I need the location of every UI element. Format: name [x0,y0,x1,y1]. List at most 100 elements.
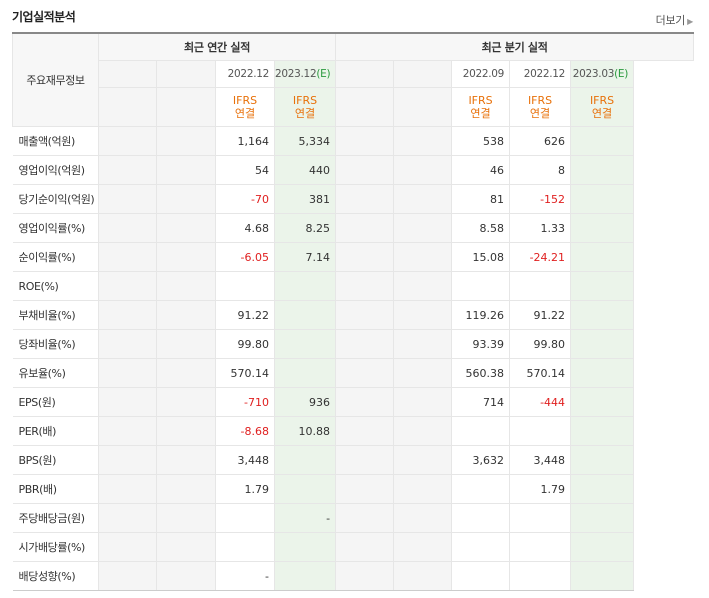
quarter-value-cell [335,329,395,359]
ifrs-cell: IFRS 연결 [509,87,572,127]
annual-value-cell: 936 [273,387,337,417]
financial-table: 주요재무정보 최근 연간 실적 최근 분기 실적 2022.12 2023.12(… [12,32,695,591]
ifrs-label: IFRS [232,94,258,107]
quarter-value-cell: 119.26 [451,300,511,330]
annual-value-cell [273,271,337,301]
quarter-value-cell [570,358,635,388]
quarter-value-cell: 46 [451,155,511,185]
annual-value-cell [156,445,216,475]
quarter-value-cell [335,213,395,243]
consolidated-label: 연결 [234,107,256,120]
annual-date-header [156,60,216,88]
table-row: PER(배) -8.68 10.88 [12,416,694,446]
quarter-value-cell [335,242,395,272]
quarter-value-cell [570,387,635,417]
quarter-value-cell [570,155,635,185]
quarter-date-header: 2022.09 [451,60,511,88]
ifrs-label: IFRS [468,94,493,107]
quarter-value-cell [570,184,635,214]
quarter-value-cell [393,126,453,156]
date-label: 2023.03 [572,68,615,80]
annual-value-cell: 1,164 [215,126,275,156]
annual-value-cell [215,503,275,533]
quarter-value-cell [570,126,635,156]
quarter-value-cell [451,416,511,446]
quarter-value-cell [393,445,453,475]
quarter-value-cell [393,329,453,359]
ifrs-cell [335,87,395,127]
consolidated-label: 연결 [591,107,613,120]
estimate-mark: (E) [614,68,629,80]
row-label: 영업이익(억원) [12,155,99,185]
quarter-value-cell [393,242,453,272]
annual-value-cell: 381 [273,184,337,214]
annual-value-cell: -70 [215,184,275,214]
annual-value-cell: -710 [215,387,275,417]
table-row: 당좌비율(%) 99.80 93.39 99.80 [12,329,694,359]
annual-value-cell: 440 [273,155,337,185]
annual-value-cell [156,561,216,591]
corner-header: 주요재무정보 [12,32,99,127]
annual-date-header [98,60,157,88]
quarter-value-cell [570,329,635,359]
row-label: BPS(원) [12,445,99,475]
quarter-value-cell [335,271,395,301]
annual-value-cell [156,213,216,243]
quarter-value-cell [509,561,572,591]
quarter-value-cell [393,300,453,330]
quarter-value-cell: -152 [509,184,572,214]
consolidated-label: 연결 [294,107,316,120]
table-row: 매출액(억원) 1,164 5,334 538 626 [12,126,694,156]
more-link[interactable]: 더보기 ▶ [656,12,694,28]
annual-value-cell [98,503,157,533]
section-title: 기업실적분석 [12,10,76,24]
quarter-value-cell [335,126,395,156]
annual-value-cell [273,474,337,504]
annual-value-cell: 7.14 [273,242,337,272]
ifrs-cell [156,87,216,127]
ifrs-cell [393,87,453,127]
table-row: 유보율(%) 570.14 560.38 570.14 [12,358,694,388]
annual-value-cell: 570.14 [215,358,275,388]
quarter-value-cell [393,184,453,214]
quarter-value-cell [335,416,395,446]
date-label: 2022.09 [462,68,505,80]
quarter-value-cell [393,387,453,417]
consolidated-label: 연결 [470,107,491,120]
quarter-value-cell [509,532,572,562]
quarter-value-cell [335,387,395,417]
date-label: 2023.12 [275,68,317,80]
annual-value-cell [273,300,337,330]
quarter-value-cell [335,532,395,562]
row-label: 당기순이익(억원) [12,184,99,214]
annual-value-cell [156,126,216,156]
quarter-value-cell [393,358,453,388]
annual-value-cell [273,445,337,475]
quarter-value-cell [393,271,453,301]
annual-value-cell [215,532,275,562]
annual-value-cell [156,387,216,417]
row-label: 배당성향(%) [12,561,99,591]
annual-value-cell [156,503,216,533]
annual-value-cell: 99.80 [215,329,275,359]
ifrs-cell: IFRS 연결 [570,87,635,127]
table-row: 시가배당률(%) [12,532,694,562]
annual-value-cell [98,445,157,475]
annual-value-cell: -6.05 [215,242,275,272]
ifrs-cell: IFRS 연결 [215,87,275,127]
quarter-value-cell: 3,448 [509,445,572,475]
quarter-value-cell: 1.33 [509,213,572,243]
annual-value-cell: 10.88 [273,416,337,446]
annual-value-cell [98,329,157,359]
annual-value-cell: 54 [215,155,275,185]
date-label: 2022.12 [523,68,566,80]
quarter-date-header: 2022.12 [509,60,572,88]
quarter-value-cell [451,503,511,533]
annual-date-header: 2023.12(E) [273,60,337,88]
quarter-value-cell: 8.58 [451,213,511,243]
quarter-value-cell [335,445,395,475]
quarter-date-header [393,60,453,88]
annual-value-cell [98,242,157,272]
table-row: 주당배당금(원) - [12,503,694,533]
annual-value-cell [273,329,337,359]
